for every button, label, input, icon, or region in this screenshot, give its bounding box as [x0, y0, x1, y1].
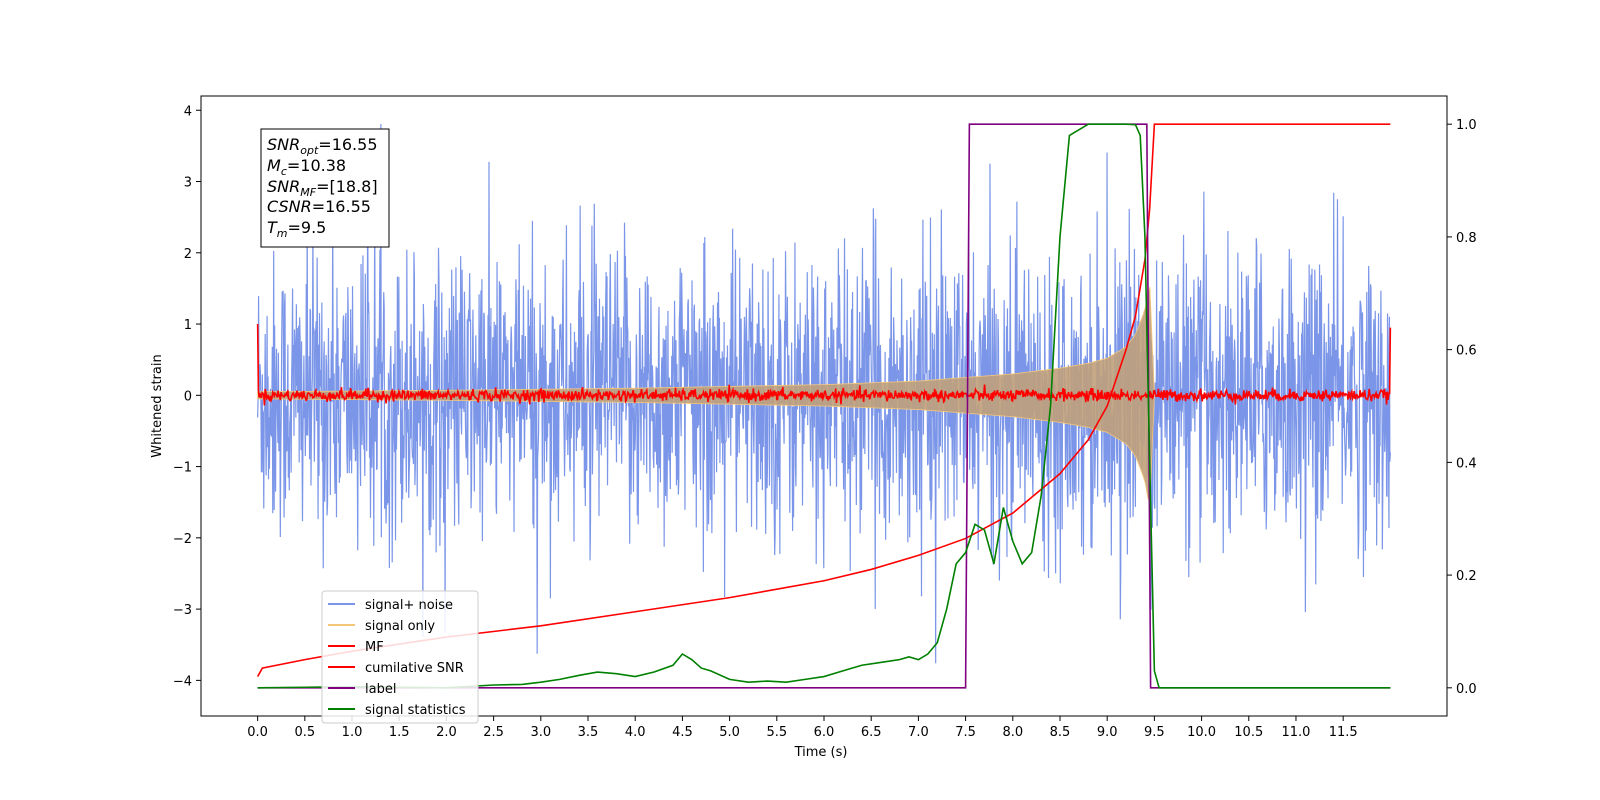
- x-axis: 0.0 0.5 1.0 1.5 2.0 2.5 3.0 3.5 4.0 4.5 5.0 5.5 6.0 6…: [247, 716, 1358, 740]
- y-right-tick-label: 0.4: [1456, 456, 1477, 471]
- series-signal-noise: [257, 123, 1391, 664]
- y-left-tick-label: −4: [173, 674, 192, 689]
- x-tick-label: 11.5: [1329, 725, 1358, 740]
- x-tick-label: 5.0: [719, 725, 740, 740]
- annotation-frame: [260, 128, 390, 248]
- y-right-tick-label: 0.2: [1456, 569, 1477, 584]
- y-right-tick-label: 1.0: [1456, 118, 1477, 133]
- y-left-tick-label: −2: [173, 532, 192, 547]
- legend-frame: [321, 590, 479, 724]
- legend-label-signal-only: signal only: [365, 619, 435, 634]
- x-tick-label: 10.5: [1234, 725, 1263, 740]
- x-tick-label: 6.0: [814, 725, 835, 740]
- x-tick-label: 5.5: [766, 725, 787, 740]
- y-right-tick-label: 0.6: [1456, 344, 1477, 359]
- x-tick-label: 2.5: [483, 725, 504, 740]
- x-axis-title: Time (s): [794, 745, 848, 760]
- x-tick-label: 11.0: [1281, 725, 1310, 740]
- x-tick-label: 10.0: [1187, 725, 1216, 740]
- y-axis-right: 1.0 0.8 0.6 0.4 0.2 0.0: [1447, 118, 1477, 697]
- legend-label-signal-statistics: signal statistics: [365, 703, 466, 718]
- x-tick-label: 2.0: [436, 725, 457, 740]
- annotation-box: SNRopt=16.55 Mc=10.38 SNRMF=[18.8] CSNR=…: [260, 128, 390, 248]
- y-left-tick-label: 0: [184, 389, 192, 404]
- legend-label-mf: MF: [365, 640, 384, 655]
- y-right-tick-label: 0.0: [1456, 682, 1477, 697]
- x-tick-label: 1.5: [389, 725, 410, 740]
- series-signal-statistics: [257, 123, 1391, 689]
- x-tick-label: 0.5: [294, 725, 315, 740]
- y-left-tick-label: 3: [184, 176, 192, 191]
- y-left-tick-label: −3: [173, 603, 192, 618]
- x-tick-label: 6.5: [861, 725, 882, 740]
- x-tick-label: 4.5: [672, 725, 693, 740]
- legend-label-label: label: [365, 682, 396, 697]
- x-tick-label: 7.5: [955, 725, 976, 740]
- annotation-snr-opt: SNRopt=16.55: [267, 135, 378, 157]
- annotation-tm: Tm=9.5: [267, 218, 326, 240]
- x-tick-label: 3.5: [578, 725, 599, 740]
- x-tick-label: 7.0: [908, 725, 929, 740]
- x-tick-label: 9.5: [1144, 725, 1165, 740]
- y-right-tick-label: 0.8: [1456, 231, 1477, 246]
- y-axis-left: 4 3 2 1 0 −1 −2 −3 −4: [173, 104, 201, 689]
- x-tick-label: 9.0: [1097, 725, 1118, 740]
- annotation-snr-mf: SNRMF=[18.8]: [267, 177, 378, 199]
- series-mf: [256, 324, 1392, 406]
- x-tick-label: 1.0: [342, 725, 363, 740]
- y-left-tick-label: 1: [184, 318, 192, 333]
- legend-label-signal-noise: signal+ noise: [365, 598, 453, 613]
- y-axis-title: Whitened strain: [150, 354, 165, 457]
- x-tick-label: 8.0: [1002, 725, 1023, 740]
- annotation-csnr: CSNR=16.55: [267, 197, 371, 216]
- annotation-mc: Mc=10.38: [267, 156, 346, 178]
- legend-label-cumulative-snr: cumilative SNR: [365, 661, 464, 676]
- legend: signal+ noise signal only MF cumilative …: [321, 590, 479, 724]
- x-tick-label: 8.5: [1050, 725, 1071, 740]
- y-left-tick-label: 4: [184, 104, 192, 119]
- x-tick-label: 0.0: [247, 725, 268, 740]
- y-left-tick-label: 2: [184, 247, 192, 262]
- y-left-tick-label: −1: [173, 461, 192, 476]
- x-tick-label: 3.0: [530, 725, 551, 740]
- x-tick-label: 4.0: [625, 725, 646, 740]
